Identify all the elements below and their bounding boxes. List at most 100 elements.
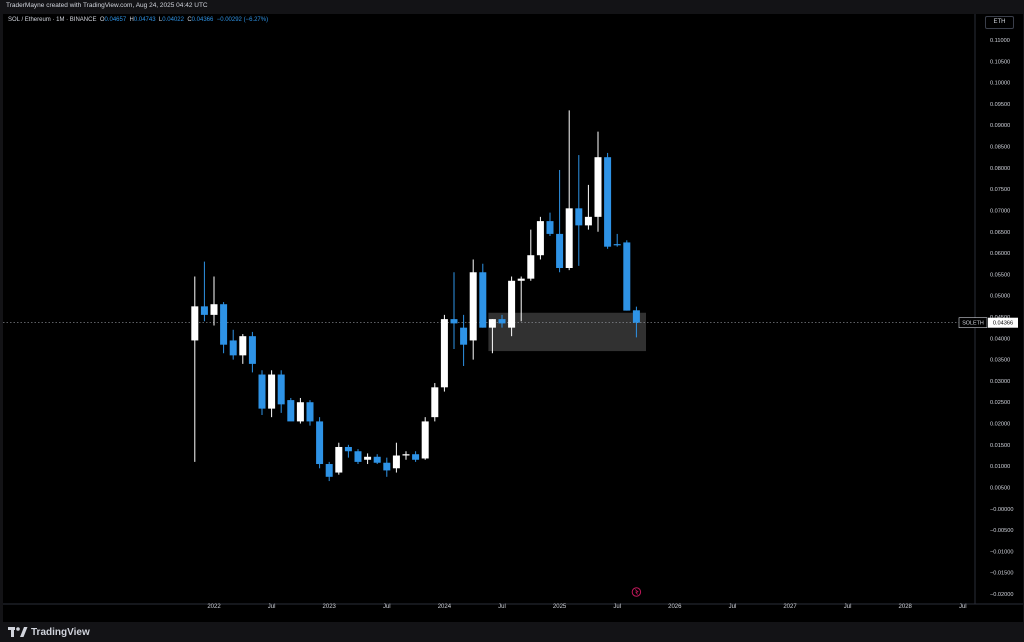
y-tick-label: 0.02000 xyxy=(990,422,1010,428)
candle-body xyxy=(421,421,429,459)
candle-body xyxy=(383,462,391,471)
candle-body xyxy=(316,421,324,465)
y-tick-label: −0.00000 xyxy=(990,507,1014,513)
chart-credit: TraderMayne created with TradingView.com… xyxy=(6,2,208,9)
candle-body xyxy=(402,454,410,456)
y-tick-label: 0.10000 xyxy=(990,81,1010,87)
candle-body xyxy=(335,446,343,473)
x-tick-label: Jul xyxy=(498,604,506,610)
candle-body xyxy=(373,456,381,463)
candle-body xyxy=(258,374,266,409)
x-tick-label: Jul xyxy=(844,604,852,610)
x-tick-label: Jul xyxy=(268,604,276,610)
y-tick-label: 0.03000 xyxy=(990,379,1010,385)
y-tick-label: 0.01500 xyxy=(990,443,1010,449)
candle-body xyxy=(623,242,631,311)
candle-body xyxy=(200,306,208,315)
currency-button[interactable]: ETH xyxy=(985,16,1014,29)
legend-symbol: SOL / Ethereum · 1M · BINANCE xyxy=(8,17,97,23)
tradingview-logo-icon xyxy=(8,627,28,637)
y-tick-label: 0.04000 xyxy=(990,336,1010,342)
candle-body xyxy=(469,272,477,341)
chart-pane[interactable]: 0.11000 0.10500 0.10000 0.09500 0.09000 0.085… xyxy=(3,14,1023,622)
x-tick-label: 2023 xyxy=(323,604,337,610)
price-tag xyxy=(988,317,1018,328)
tradingview-logo[interactable]: TradingView xyxy=(8,623,90,641)
legend-high-label: H xyxy=(129,17,134,23)
symbol-legend: SOL / Ethereum · 1M · BINANCE O0.04657 H… xyxy=(8,17,268,23)
candle-body xyxy=(268,374,276,409)
candle-body xyxy=(450,319,458,324)
candle-body xyxy=(556,233,564,268)
symbol-tag xyxy=(958,317,988,329)
candle-body xyxy=(440,319,448,388)
candle-body xyxy=(229,340,237,356)
candle-body xyxy=(392,455,400,469)
candle-body xyxy=(546,221,554,234)
candle-body xyxy=(412,454,420,460)
y-tick-label: −0.02000 xyxy=(990,592,1014,598)
y-tick-label: 0.08500 xyxy=(990,145,1010,151)
candle-body xyxy=(517,278,525,281)
x-tick-label: Jul xyxy=(729,604,737,610)
legend-high-value: 0.04743 xyxy=(133,17,156,23)
x-tick-label: 2027 xyxy=(783,604,797,610)
candle-body xyxy=(527,255,535,279)
candle-body xyxy=(488,319,496,328)
y-tick-label: 0.11000 xyxy=(990,38,1010,44)
candle-body xyxy=(191,306,199,341)
candle-body xyxy=(210,304,218,315)
candle-body xyxy=(220,304,228,345)
candle-body xyxy=(306,402,314,422)
candle-body xyxy=(431,387,439,418)
candle-body xyxy=(632,310,640,323)
y-tick-label: 0.09000 xyxy=(990,123,1010,129)
candle-body xyxy=(508,280,516,328)
top-bar xyxy=(0,0,1024,14)
y-tick-label: −0.01000 xyxy=(990,549,1014,555)
x-tick-label: 2024 xyxy=(438,604,452,610)
candle-body xyxy=(296,402,304,422)
y-tick-label: 0.07000 xyxy=(990,208,1010,214)
price-tag-label: 0.04366 xyxy=(993,321,1013,327)
y-tick-label: 0.09500 xyxy=(990,102,1010,108)
candle-body xyxy=(565,208,573,268)
event-marker-icon xyxy=(631,587,642,597)
x-tick-label: 2022 xyxy=(207,604,221,610)
event-marker-ring xyxy=(631,587,642,597)
y-tick-label: −0.00500 xyxy=(990,528,1014,534)
y-tick-label: 0.01000 xyxy=(990,464,1010,470)
legend-open-label: O xyxy=(99,17,105,23)
y-tick-label: 0.10500 xyxy=(990,59,1010,65)
candle-body xyxy=(344,446,352,452)
y-tick-label: 0.06500 xyxy=(990,230,1010,236)
y-tick-label: 0.02500 xyxy=(990,400,1010,406)
candle-body xyxy=(239,336,247,356)
x-tick-label: 2028 xyxy=(899,604,913,610)
event-marker-bolt xyxy=(634,589,639,595)
candle-body xyxy=(460,327,468,345)
tradingview-brand: TradingView xyxy=(31,626,90,638)
candle-body xyxy=(604,157,612,247)
price-chart[interactable]: 0.11000 0.10500 0.10000 0.09500 0.09000 0.085… xyxy=(3,14,1023,622)
y-tick-label: 0.07500 xyxy=(990,187,1010,193)
x-tick-label: Jul xyxy=(613,604,621,610)
bottom-bar xyxy=(0,622,1024,642)
candle-body xyxy=(248,336,256,364)
legend-low-value: 0.04022 xyxy=(162,17,184,23)
candle-body xyxy=(479,272,487,328)
candle-body xyxy=(575,208,583,226)
y-tick-label: −0.01500 xyxy=(990,571,1014,577)
candle-body xyxy=(584,216,592,226)
y-tick-label: 0.00500 xyxy=(990,485,1010,491)
candle-body xyxy=(354,451,362,462)
x-tick-label: Jul xyxy=(383,604,391,610)
legend-low-label: L xyxy=(158,17,163,23)
y-tick-label: 0.05500 xyxy=(990,272,1010,278)
x-tick-label: Jul xyxy=(959,604,967,610)
y-tick-label: 0.05000 xyxy=(990,294,1010,300)
x-tick-label: 2025 xyxy=(553,604,567,610)
y-tick-label: 0.08000 xyxy=(990,166,1010,172)
candle-body xyxy=(325,464,333,477)
candle-body xyxy=(613,244,621,246)
